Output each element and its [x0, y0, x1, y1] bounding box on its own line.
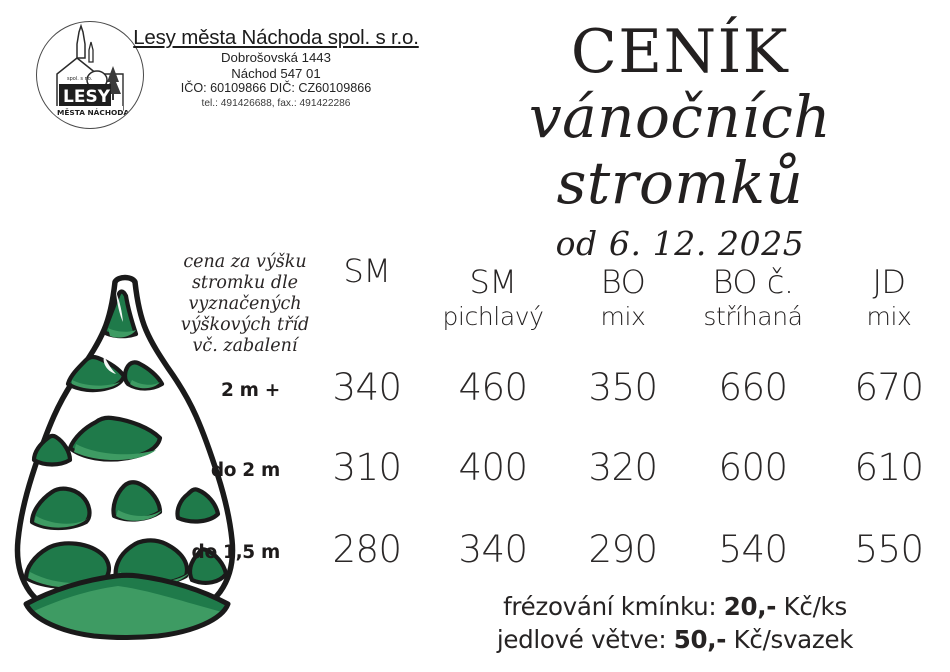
price-do-2m-bo-mix: 320	[588, 446, 658, 489]
price-2m-plus-jd-mix: 670	[854, 366, 924, 409]
desc-line-2: stromku dle vyznačených	[188, 273, 302, 314]
company-name: Lesy města Náchoda spol. s r.o.	[133, 26, 419, 49]
footer-vetve-unit: Kč/svazek	[726, 625, 854, 654]
logo-word-spol: spol. s r.o.	[67, 76, 93, 82]
price-do-15m-sm-pichlavy: 340	[458, 528, 528, 571]
row-label-do-2m: do 2 m	[210, 460, 280, 481]
column-header-jd-mix-line2: mix	[866, 302, 912, 331]
footer-extra-services: frézování kmínku: 20,- Kč/ks jedlové vět…	[420, 590, 930, 656]
price-do-2m-bo-strihana: 600	[718, 446, 788, 489]
logo-circle-border: LESY spol. s r.o. MĚSTA NÁCHODA	[36, 21, 144, 129]
price-do-15m-bo-mix: 290	[588, 528, 658, 571]
row-label-do-15m: do 1,5 m	[191, 542, 281, 563]
price-table: cena za výšku stromku dle vyznačených vý…	[150, 248, 950, 578]
column-header-bo-strihana-line1: BO č.	[712, 263, 794, 301]
logo-word-mesta-nachoda: MĚSTA NÁCHODA	[57, 108, 129, 117]
price-do-2m-jd-mix: 610	[854, 446, 924, 489]
company-phone-fax: tel.: 491426688, fax.: 491422286	[201, 97, 351, 109]
footer-frezovani-amount: 20,-	[723, 592, 777, 621]
footer-line-jedlove-vetve: jedlové větve: 50,- Kč/svazek	[420, 623, 930, 656]
desc-line-3: výškových tříd	[180, 315, 310, 335]
logo-word-lesy: LESY	[63, 87, 111, 107]
price-2m-plus-sm: 340	[332, 366, 402, 409]
company-ico-dic: IČO: 60109866 DIČ: CZ60109866	[180, 81, 372, 95]
column-header-sm-pichlavy-line2: pichlavý	[442, 302, 544, 331]
price-do-15m-bo-strihana: 540	[718, 528, 788, 571]
price-do-15m-jd-mix: 550	[854, 528, 924, 571]
column-header-sm-line1: SM	[343, 252, 391, 290]
desc-line-1: cena za výšku	[183, 252, 307, 272]
logo-emblem-icon: LESY spol. s r.o. MĚSTA NÁCHODA	[53, 23, 129, 117]
price-2m-plus-bo-mix: 350	[588, 366, 658, 409]
column-header-bo-strihana: BO č. stříhaná	[678, 263, 828, 332]
column-header-jd-mix: JD mix	[834, 263, 944, 332]
company-street: Dobrošovská 1443	[221, 50, 331, 65]
poster-title: CENÍK vánočních stromků od 6. 12. 2025	[420, 16, 940, 266]
price-do-2m-sm: 310	[332, 446, 402, 489]
christmas-tree-illustration	[12, 272, 242, 660]
row-label-2m-plus: 2 m +	[220, 380, 280, 401]
title-valid-from-date: od 6. 12. 2025	[555, 224, 805, 263]
company-logo: LESY spol. s r.o. MĚSTA NÁCHODA	[36, 21, 144, 129]
table-description: cena za výšku stromku dle vyznačených vý…	[150, 252, 340, 357]
price-do-15m-sm: 280	[332, 528, 402, 571]
column-header-jd-mix-line1: JD	[872, 263, 906, 301]
footer-line-frezovani: frézování kmínku: 20,- Kč/ks	[420, 590, 930, 623]
column-header-sm-pichlavy: SM pichlavý	[428, 263, 558, 332]
company-city: Náchod 547 01	[231, 65, 321, 81]
spruce-tree-icon	[14, 274, 236, 640]
price-2m-plus-bo-strihana: 660	[718, 366, 788, 409]
column-header-bo-mix-line2: mix	[600, 302, 646, 331]
column-header-sm-pichlavy-line1: SM	[469, 263, 517, 301]
desc-line-4: vč. zabalení	[192, 336, 298, 356]
column-header-bo-strihana-line2: stříhaná	[703, 302, 803, 331]
footer-frezovani-unit: Kč/ks	[776, 592, 848, 621]
title-vanocnich-stromku: vánočních stromků	[528, 83, 832, 217]
price-do-2m-sm-pichlavy: 400	[458, 446, 528, 489]
footer-frezovani-label: frézování kmínku:	[503, 592, 724, 621]
column-header-sm: SM	[322, 252, 412, 290]
company-header: Lesy města Náchoda spol. s r.o. Dobrošov…	[120, 26, 432, 111]
title-cenik: CENÍK	[570, 17, 790, 87]
price-2m-plus-sm-pichlavy: 460	[458, 366, 528, 409]
column-header-bo-mix-line1: BO	[600, 263, 646, 301]
column-header-bo-mix: BO mix	[570, 263, 676, 332]
footer-vetve-label: jedlové větve:	[496, 625, 674, 654]
footer-vetve-amount: 50,-	[673, 625, 727, 654]
